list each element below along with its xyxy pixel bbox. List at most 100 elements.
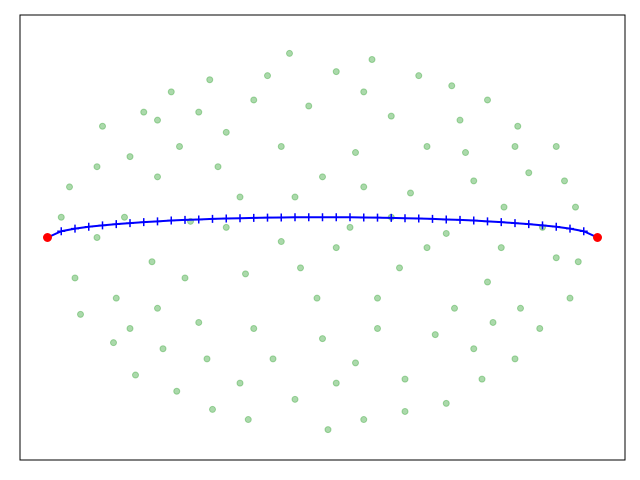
plus-marker bbox=[346, 213, 354, 222]
point bbox=[484, 278, 491, 286]
point bbox=[264, 72, 271, 80]
point bbox=[401, 407, 409, 415]
point bbox=[423, 142, 431, 150]
plus-marker bbox=[153, 217, 162, 226]
plus-marker bbox=[167, 216, 176, 225]
point bbox=[305, 102, 313, 110]
point bbox=[250, 325, 258, 333]
point bbox=[456, 116, 464, 124]
point bbox=[552, 142, 560, 150]
point bbox=[244, 416, 252, 424]
point bbox=[291, 395, 299, 403]
point bbox=[332, 244, 340, 252]
point bbox=[368, 56, 376, 63]
plus-marker bbox=[442, 215, 451, 224]
point bbox=[514, 122, 522, 130]
point bbox=[99, 122, 106, 130]
plus-marker bbox=[373, 213, 382, 222]
point bbox=[500, 203, 508, 211]
point bbox=[374, 294, 381, 302]
plus-marker bbox=[538, 221, 547, 230]
point bbox=[525, 169, 533, 177]
plus-marker bbox=[208, 214, 217, 223]
plus-marker bbox=[401, 214, 409, 223]
point bbox=[132, 371, 139, 379]
point bbox=[572, 203, 579, 211]
plus-marker bbox=[387, 213, 396, 222]
point bbox=[66, 183, 73, 191]
point bbox=[222, 128, 230, 136]
point bbox=[360, 416, 368, 424]
plus-marker bbox=[98, 221, 107, 230]
point bbox=[277, 238, 285, 246]
plus-marker bbox=[304, 213, 313, 222]
point bbox=[195, 318, 203, 326]
point bbox=[489, 318, 497, 326]
point bbox=[181, 274, 189, 282]
point bbox=[511, 142, 519, 150]
plus-marker bbox=[332, 213, 341, 222]
point bbox=[176, 142, 183, 150]
point bbox=[517, 304, 524, 312]
point bbox=[536, 325, 544, 333]
point bbox=[209, 405, 216, 413]
point bbox=[387, 112, 395, 120]
plus-marker bbox=[277, 213, 286, 222]
point bbox=[154, 173, 161, 181]
plus-marker bbox=[552, 222, 561, 231]
plus-marker bbox=[511, 219, 519, 228]
point bbox=[206, 76, 214, 84]
point bbox=[250, 96, 258, 104]
point bbox=[57, 213, 65, 221]
point bbox=[470, 177, 478, 185]
plus-marker bbox=[291, 213, 299, 222]
point bbox=[511, 355, 519, 363]
plus-marker bbox=[263, 213, 272, 222]
point bbox=[140, 108, 148, 116]
point bbox=[332, 68, 340, 76]
point bbox=[277, 142, 285, 150]
point bbox=[159, 345, 167, 353]
plus-marker bbox=[57, 227, 66, 236]
point bbox=[561, 177, 568, 185]
point bbox=[574, 258, 582, 266]
point bbox=[462, 149, 469, 157]
point bbox=[242, 270, 249, 278]
point bbox=[415, 72, 423, 80]
point bbox=[203, 355, 211, 363]
point bbox=[195, 108, 203, 116]
point bbox=[352, 149, 359, 157]
plus-marker bbox=[456, 215, 464, 224]
point bbox=[442, 399, 450, 407]
point bbox=[173, 387, 181, 395]
plus-marker bbox=[566, 224, 574, 233]
point bbox=[552, 254, 560, 262]
plus-marker bbox=[126, 219, 134, 228]
point bbox=[324, 426, 332, 434]
point bbox=[352, 359, 359, 367]
point bbox=[269, 355, 277, 363]
point bbox=[360, 183, 368, 191]
point bbox=[112, 294, 120, 302]
plus-marker bbox=[236, 214, 244, 223]
point bbox=[451, 304, 458, 312]
point bbox=[291, 193, 299, 201]
plus-marker bbox=[579, 227, 588, 236]
point bbox=[236, 193, 244, 201]
point bbox=[93, 234, 101, 241]
plot-frame bbox=[19, 14, 626, 461]
point bbox=[332, 379, 340, 387]
point bbox=[297, 264, 304, 272]
plus-marker bbox=[71, 224, 79, 233]
point bbox=[154, 304, 161, 312]
point bbox=[346, 223, 354, 231]
point bbox=[360, 88, 368, 96]
plus-marker bbox=[483, 217, 492, 226]
plus-marker bbox=[112, 220, 121, 229]
point bbox=[148, 258, 156, 266]
plus-marker bbox=[524, 220, 533, 229]
point bbox=[126, 325, 134, 333]
point bbox=[286, 49, 293, 57]
